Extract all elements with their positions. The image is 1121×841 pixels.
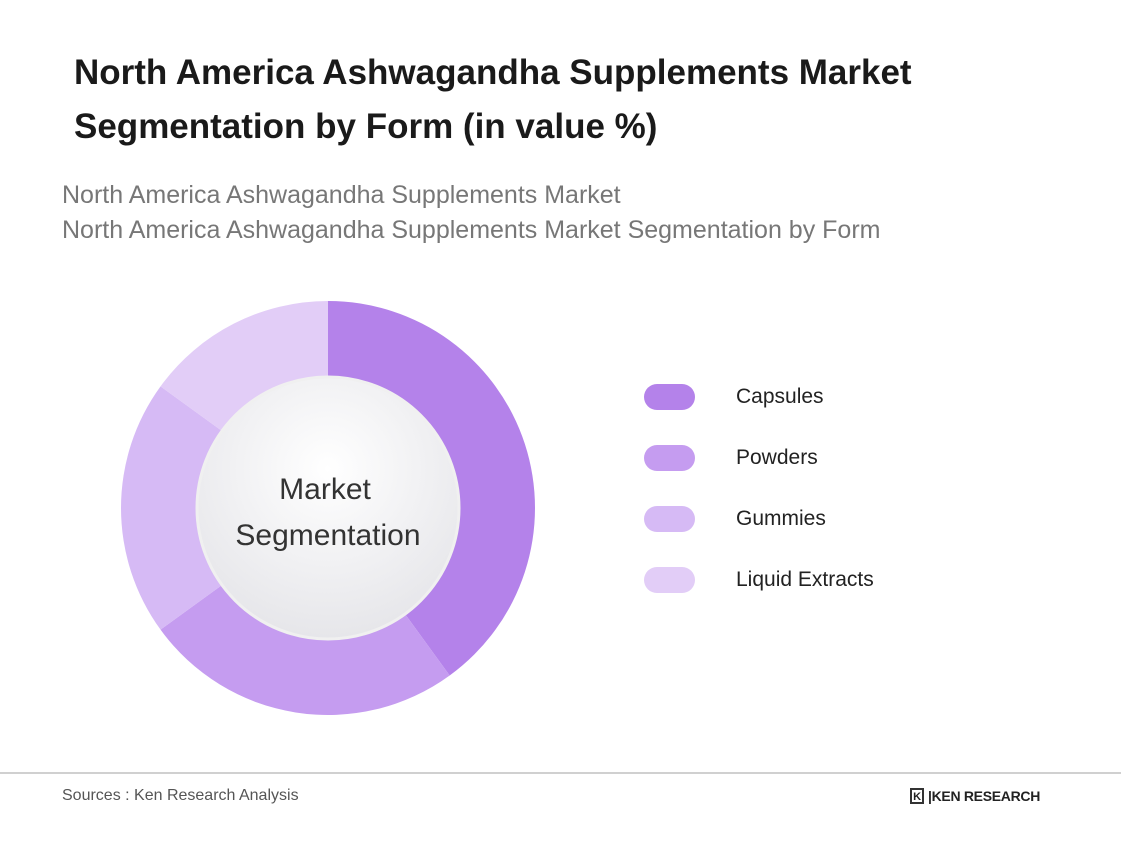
- ken-research-logo: K | KEN RESEARCH: [910, 788, 1040, 804]
- legend: Capsules Powders Gummies Liquid Extracts: [644, 366, 874, 610]
- legend-label: Capsules: [736, 384, 824, 408]
- slice-powders: [160, 581, 450, 716]
- subtitle-2: North America Ashwagandha Supplements Ma…: [62, 216, 881, 244]
- center-label-1: Market: [279, 473, 371, 506]
- logo-k-icon: K: [910, 788, 924, 804]
- legend-item: Liquid Extracts: [644, 549, 874, 610]
- legend-item: Powders: [644, 427, 874, 488]
- center-label-2: Segmentation: [235, 519, 420, 552]
- legend-label: Powders: [736, 445, 818, 469]
- legend-swatch: [644, 383, 695, 410]
- slice-capsules: [328, 301, 535, 676]
- footer-divider: [0, 772, 1121, 774]
- legend-label: Gummies: [736, 506, 826, 530]
- legend-item: Capsules: [644, 366, 874, 427]
- legend-swatch: [644, 505, 695, 532]
- donut-center: [195, 375, 461, 641]
- subtitle-1: North America Ashwagandha Supplements Ma…: [62, 181, 621, 209]
- legend-item: Gummies: [644, 488, 874, 549]
- logo-text: KEN RESEARCH: [931, 788, 1041, 804]
- page-title: North America Ashwagandha Supplements Ma…: [74, 53, 912, 146]
- legend-swatch: [644, 444, 695, 471]
- slice-liquid-extracts: [160, 301, 328, 435]
- legend-label: Liquid Extracts: [736, 567, 874, 591]
- legend-swatch: [644, 566, 695, 593]
- slice-gummies: [121, 386, 227, 630]
- source-text: Sources : Ken Research Analysis: [62, 787, 299, 804]
